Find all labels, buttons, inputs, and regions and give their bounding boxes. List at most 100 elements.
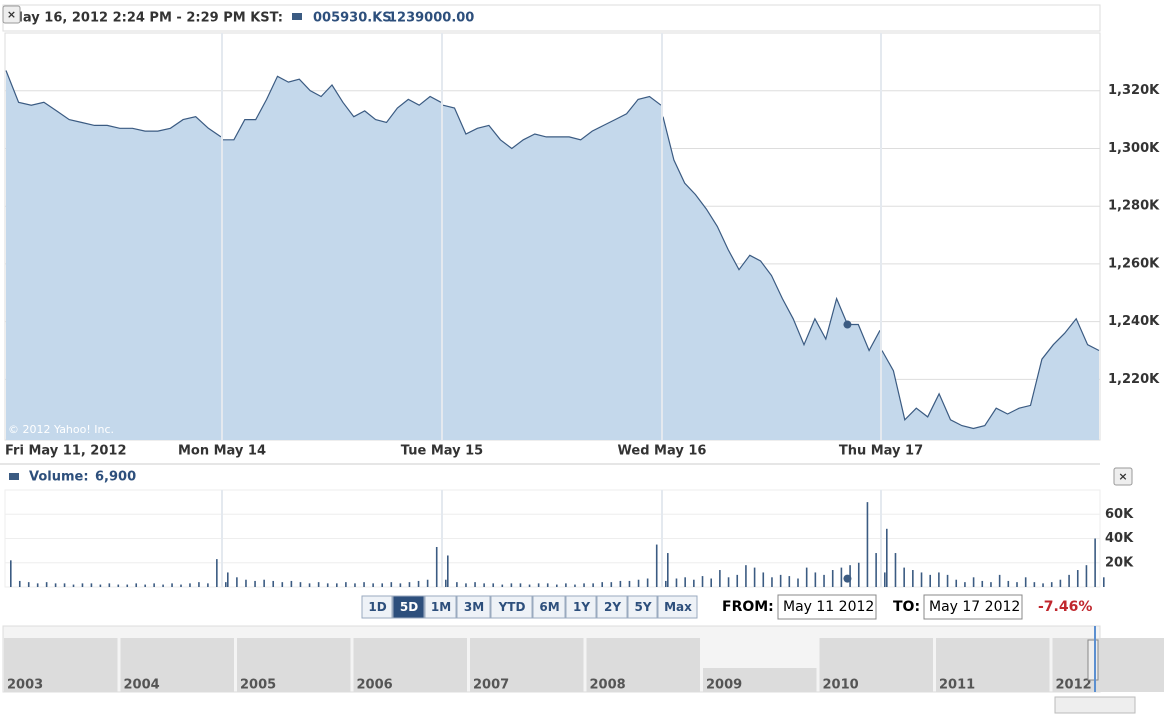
volume-bar [990,582,992,587]
volume-bar [180,584,182,587]
price-area [223,76,441,441]
volume-bar [1050,582,1053,587]
volume-close[interactable]: × [1113,467,1133,486]
volume-bar [308,583,311,587]
volume-bar [207,583,209,587]
range-button[interactable]: 1M [424,595,457,619]
legend-name: 005930.KS [313,11,392,26]
button-label[interactable]: 1Y [573,600,590,614]
close-button[interactable]: × [2,5,21,24]
y-tick-label: 1,300K [1108,141,1160,156]
volume-bar [290,580,293,587]
close-x[interactable]: × [1118,470,1127,483]
volume-bar [162,584,164,587]
year-label: 2007 [473,678,509,693]
year-label: 2005 [240,678,276,693]
range-button[interactable]: 5D [392,595,425,619]
volume-bar [831,570,834,587]
volume-bar [762,572,765,587]
navigator-handle[interactable] [1087,639,1099,681]
button-box[interactable] [424,595,457,619]
y-tick-label: 1,220K [1108,372,1160,387]
range-button[interactable]: 5Y [627,595,658,619]
volume-bar [601,582,604,587]
volume-bar [592,583,594,587]
to-label: TO: [893,599,920,615]
button-box[interactable] [392,595,425,619]
year-label: 2012 [1056,678,1092,693]
button-label[interactable]: 2Y [604,600,621,614]
from-value[interactable]: May 11 2012 [783,599,874,615]
volume-bar [54,583,57,587]
close-box[interactable] [1113,467,1133,486]
button-label[interactable]: 5Y [634,600,651,614]
volume-bar [1068,574,1070,587]
price-area [882,318,1099,440]
close-x[interactable]: × [7,8,16,21]
year-label: 2010 [823,678,859,693]
button-label[interactable]: YTD [498,600,526,614]
volume-bar [1094,538,1096,587]
button-label[interactable]: 3M [464,600,484,614]
button-box[interactable] [490,595,533,619]
button-label[interactable]: 1M [431,600,451,614]
volume-bar [72,584,75,587]
volume-bar [955,579,958,587]
button-label[interactable]: 6M [539,600,559,614]
y-tick-label: 1,280K [1108,199,1160,214]
button-box[interactable] [456,595,491,619]
to-value[interactable]: May 17 2012 [929,599,1020,615]
volume-value: 6,900 [95,470,136,485]
volume-bar [894,553,897,587]
button-box[interactable] [596,595,628,619]
volume-bar [675,578,678,587]
volume-bar [805,567,808,587]
volume-bar [299,582,302,587]
volume-bar [465,583,467,587]
x-tick-label: Tue May 15 [401,444,483,459]
scrollbar[interactable] [1054,696,1136,714]
range-button[interactable]: 2Y [596,595,628,619]
range-button[interactable]: YTD [490,595,533,619]
volume-bar [126,584,129,587]
to-input[interactable] [923,594,1023,620]
volume-bar [1016,582,1018,587]
range-button[interactable]: 1D [361,595,393,619]
button-box[interactable] [657,595,698,619]
button-label[interactable]: 1D [368,600,386,614]
volume-bar [144,584,146,587]
volume-bar [981,580,984,587]
year-label: 2004 [124,678,160,693]
button-box[interactable] [532,595,566,619]
y-tick-label: 40K [1105,531,1134,546]
volume-bar [1085,565,1088,587]
volume-bar [1076,570,1079,587]
button-box[interactable] [361,595,393,619]
volume-bar [797,578,799,587]
year-label: 2008 [590,678,626,693]
range-button[interactable]: 1Y [565,595,597,619]
volume-bar [36,583,39,587]
range-button[interactable]: 3M [456,595,491,619]
volume-bar [326,583,329,587]
button-label[interactable]: 5D [400,600,418,614]
range-button[interactable]: Max [657,595,698,619]
navigator-area [4,638,118,692]
volume-bar [447,555,449,587]
from-input[interactable] [777,594,877,620]
volume-bar [574,584,576,587]
button-label[interactable]: Max [664,600,692,614]
button-box[interactable] [565,595,597,619]
volume-bar [912,570,914,587]
volume-bar [81,583,84,587]
button-box[interactable] [627,595,658,619]
range-button[interactable]: 6M [532,595,566,619]
volume-bar [701,576,704,587]
volume-bar [903,567,905,587]
volume-bar [135,583,138,587]
volume-bar [108,583,111,587]
volume-bar [225,582,227,587]
close-box[interactable] [2,5,21,24]
price-line [5,70,222,138]
